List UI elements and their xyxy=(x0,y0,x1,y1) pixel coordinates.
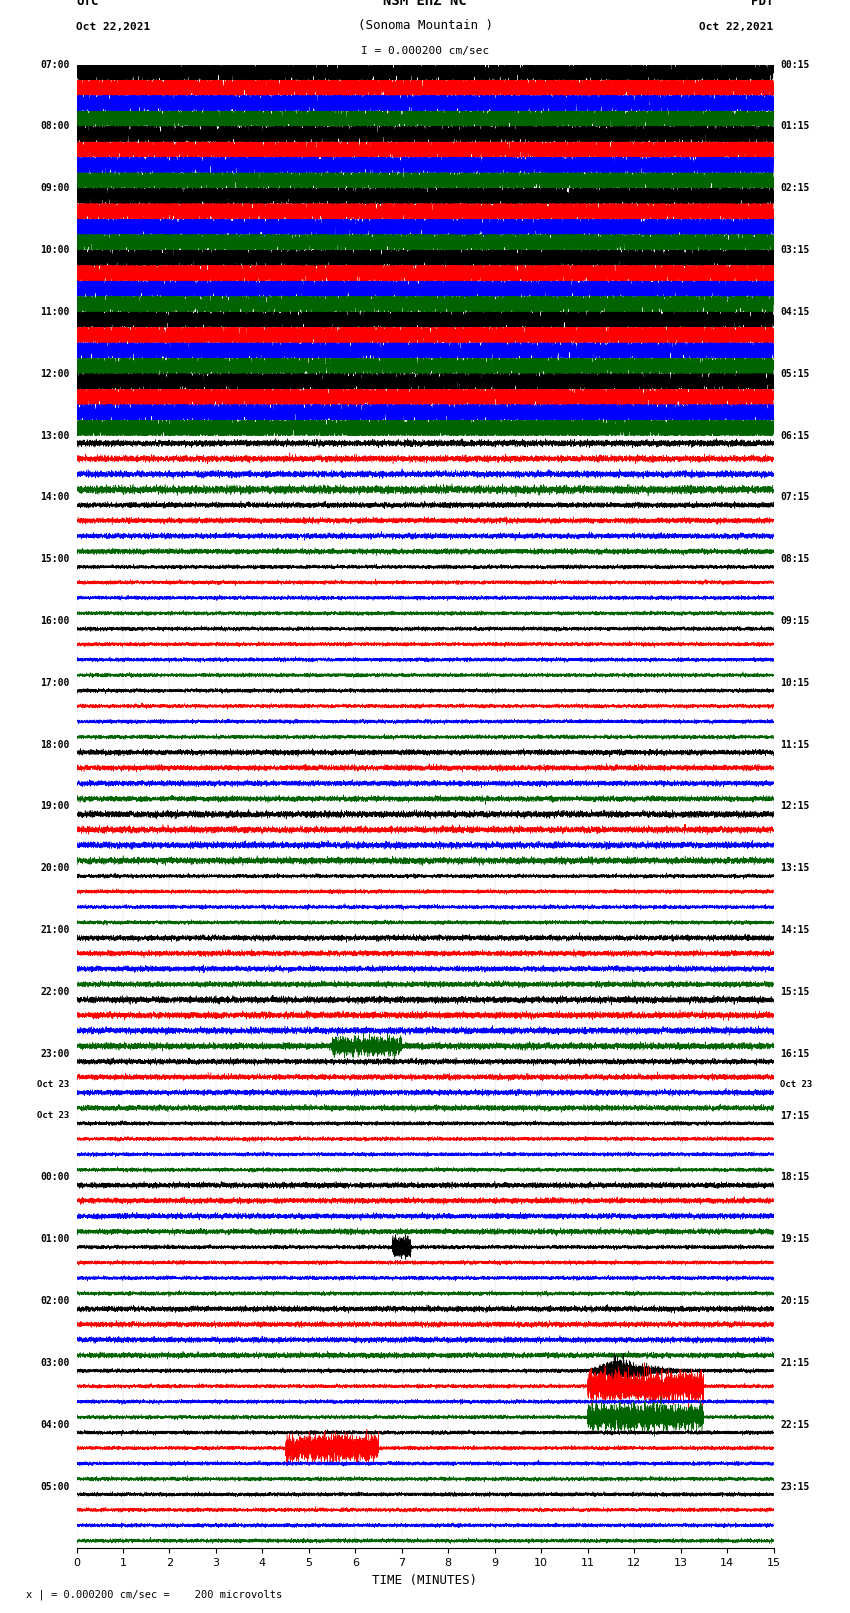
Text: 17:15: 17:15 xyxy=(780,1111,810,1121)
Text: (Sonoma Mountain ): (Sonoma Mountain ) xyxy=(358,19,492,32)
Text: 10:15: 10:15 xyxy=(780,677,810,687)
Text: 21:15: 21:15 xyxy=(780,1358,810,1368)
Text: 04:15: 04:15 xyxy=(780,306,810,316)
Text: 00:15: 00:15 xyxy=(780,60,810,69)
Text: 06:15: 06:15 xyxy=(780,431,810,440)
Text: 15:00: 15:00 xyxy=(40,555,70,565)
Text: 04:00: 04:00 xyxy=(40,1419,70,1429)
Text: 17:00: 17:00 xyxy=(40,677,70,687)
Text: PDT: PDT xyxy=(751,0,774,8)
Text: 11:00: 11:00 xyxy=(40,306,70,316)
Text: 02:15: 02:15 xyxy=(780,184,810,194)
Text: 20:15: 20:15 xyxy=(780,1297,810,1307)
Text: 13:00: 13:00 xyxy=(40,431,70,440)
Text: 08:15: 08:15 xyxy=(780,555,810,565)
Text: Oct 23: Oct 23 xyxy=(780,1081,813,1089)
Text: 01:00: 01:00 xyxy=(40,1234,70,1244)
Text: 18:00: 18:00 xyxy=(40,740,70,750)
Text: 21:00: 21:00 xyxy=(40,926,70,936)
Text: 22:00: 22:00 xyxy=(40,987,70,997)
Text: 07:00: 07:00 xyxy=(40,60,70,69)
Text: 18:15: 18:15 xyxy=(780,1173,810,1182)
X-axis label: TIME (MINUTES): TIME (MINUTES) xyxy=(372,1574,478,1587)
Text: 14:00: 14:00 xyxy=(40,492,70,502)
Text: 09:15: 09:15 xyxy=(780,616,810,626)
Text: 08:00: 08:00 xyxy=(40,121,70,131)
Text: 02:00: 02:00 xyxy=(40,1297,70,1307)
Text: UTC: UTC xyxy=(76,0,99,8)
Text: 03:15: 03:15 xyxy=(780,245,810,255)
Text: 00:00: 00:00 xyxy=(40,1173,70,1182)
Text: 15:15: 15:15 xyxy=(780,987,810,997)
Text: 09:00: 09:00 xyxy=(40,184,70,194)
Text: 03:00: 03:00 xyxy=(40,1358,70,1368)
Text: 05:00: 05:00 xyxy=(40,1482,70,1492)
Text: 19:15: 19:15 xyxy=(780,1234,810,1244)
Text: x | = 0.000200 cm/sec =    200 microvolts: x | = 0.000200 cm/sec = 200 microvolts xyxy=(26,1589,281,1600)
Text: Oct 22,2021: Oct 22,2021 xyxy=(700,23,774,32)
Text: 13:15: 13:15 xyxy=(780,863,810,873)
Text: 07:15: 07:15 xyxy=(780,492,810,502)
Text: 11:15: 11:15 xyxy=(780,740,810,750)
Text: 22:15: 22:15 xyxy=(780,1419,810,1429)
Text: 12:00: 12:00 xyxy=(40,369,70,379)
Text: 10:00: 10:00 xyxy=(40,245,70,255)
Text: NSM EHZ NC: NSM EHZ NC xyxy=(383,0,467,8)
Text: 20:00: 20:00 xyxy=(40,863,70,873)
Text: Oct 23: Oct 23 xyxy=(37,1111,70,1119)
Text: 19:00: 19:00 xyxy=(40,802,70,811)
Text: 01:15: 01:15 xyxy=(780,121,810,131)
Text: 23:00: 23:00 xyxy=(40,1048,70,1058)
Text: 23:15: 23:15 xyxy=(780,1482,810,1492)
Text: 16:15: 16:15 xyxy=(780,1048,810,1058)
Text: 16:00: 16:00 xyxy=(40,616,70,626)
Text: 05:15: 05:15 xyxy=(780,369,810,379)
Text: I = 0.000200 cm/sec: I = 0.000200 cm/sec xyxy=(361,45,489,55)
Text: Oct 22,2021: Oct 22,2021 xyxy=(76,23,150,32)
Text: 14:15: 14:15 xyxy=(780,926,810,936)
Text: 12:15: 12:15 xyxy=(780,802,810,811)
Text: Oct 23: Oct 23 xyxy=(37,1081,70,1089)
